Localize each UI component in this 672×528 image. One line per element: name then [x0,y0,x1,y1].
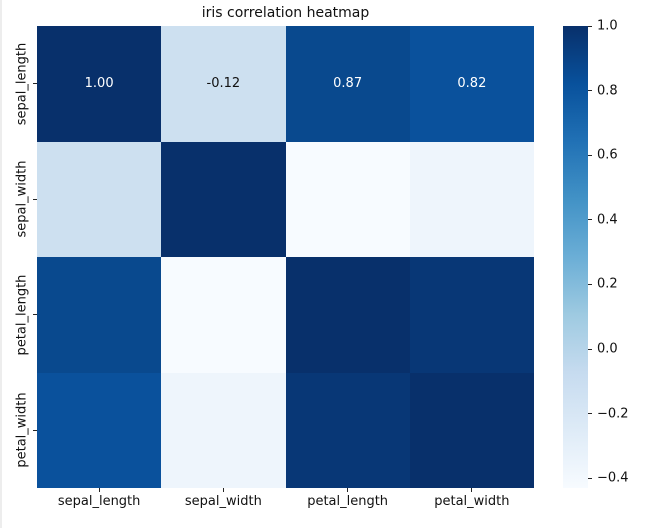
colorbar-gradient [563,26,588,488]
heatmap-cell [285,257,410,373]
cell-annotation: -0.12 [206,76,241,92]
heatmap-cell [37,372,162,488]
colorbar-tick-mark [588,154,592,156]
x-tick-mark [347,488,349,492]
x-tick-label: sepal_length [57,494,141,509]
colorbar-tick-mark [588,413,592,415]
heatmap-cell [285,372,410,488]
y-tick-label: sepal_length [14,42,30,126]
colorbar-tick-label: 1.0 [597,18,618,34]
cell-annotation: 0.82 [457,76,487,92]
colorbar-tick-label: −0.2 [597,406,629,422]
colorbar-tick-label: 0.4 [597,212,618,228]
y-tick-label: petal_width [14,392,30,468]
heatmap-cell [409,141,534,257]
heatmap-cell [37,141,162,257]
heatmap-grid: 1.00 -0.12 0.87 0.82 [37,26,534,488]
cell-annotation: 0.87 [333,76,363,92]
heatmap-cell [285,141,410,257]
heatmap-cell [161,257,286,373]
colorbar-tick-mark [588,477,592,479]
heatmap-cell [409,257,534,373]
chart-title: iris correlation heatmap [201,5,370,21]
y-tick-mark [33,429,37,431]
y-tick-label: sepal_width [14,160,30,238]
heatmap-cell [409,372,534,488]
cell-annotation: 1.00 [84,76,114,92]
colorbar-tick-mark [588,348,592,350]
colorbar-tick-mark [588,25,592,27]
colorbar-tick-label: 0.0 [597,341,618,357]
heatmap-cell [37,257,162,373]
x-tick-label: petal_width [434,494,510,509]
x-tick-label: petal_length [307,494,389,509]
colorbar-tick-label: 0.8 [597,83,618,99]
x-tick-mark [98,488,100,492]
heatmap-cell [161,372,286,488]
colorbar-tick-mark [588,90,592,92]
colorbar-tick-label: 0.2 [597,276,618,292]
colorbar-tick-mark [588,283,592,285]
heatmap-cell: 0.82 [409,26,534,142]
heatmap-cell: -0.12 [161,26,286,142]
colorbar-tick-label: 0.6 [597,147,618,163]
x-tick-mark [222,488,224,492]
window-edge [0,0,2,528]
heatmap-cell: 0.87 [285,26,410,142]
y-tick-label: petal_length [14,274,30,356]
heatmap-cell: 1.00 [37,26,162,142]
x-tick-mark [471,488,473,492]
colorbar-tick-label: −0.4 [597,470,629,486]
x-tick-label: sepal_width [184,494,262,509]
heatmap-cell [161,141,286,257]
y-tick-mark [33,314,37,316]
colorbar-tick-mark [588,219,592,221]
y-tick-mark [33,83,37,85]
y-tick-mark [33,198,37,200]
